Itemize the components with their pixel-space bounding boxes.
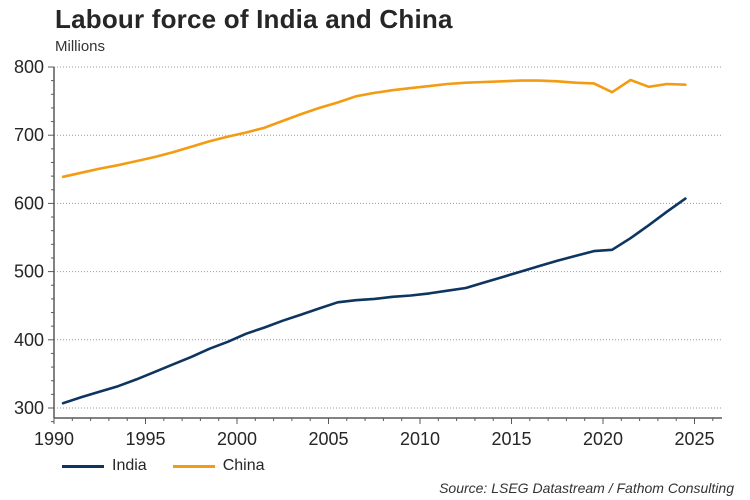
x-tick-label-2025: 2025: [674, 429, 714, 449]
chart-title: Labour force of India and China: [55, 4, 453, 34]
series-line-india: [61, 197, 687, 405]
x-axis-ticks: 1990 1995 2000 2005 2010 2015 2020 2025: [34, 418, 715, 449]
x-tick-label-1995: 1995: [125, 429, 165, 449]
y-tick-label-400: 400: [14, 330, 44, 350]
x-tick-label-2020: 2020: [583, 429, 623, 449]
legend-swatch-india: [62, 464, 104, 468]
source-note: Source: LSEG Datastream / Fathom Consult…: [439, 480, 734, 496]
axes: [53, 67, 722, 419]
gridlines: [54, 66, 722, 409]
y-tick-label-500: 500: [14, 262, 44, 282]
series-lines: [61, 78, 687, 405]
legend-item-china[interactable]: China: [172, 457, 265, 475]
x-tick-label-2005: 2005: [308, 429, 348, 449]
x-tick-label-2000: 2000: [217, 429, 257, 449]
x-tick-label-1990: 1990: [34, 429, 74, 449]
x-tick-label-2010: 2010: [400, 429, 440, 449]
y-axis-ticks: 300 400 500 600 700 800: [14, 57, 54, 423]
series-line-china: [61, 78, 687, 179]
x-tick-label-2015: 2015: [491, 429, 531, 449]
y-tick-label-700: 700: [14, 125, 44, 145]
y-axis-unit-label: Millions: [55, 38, 106, 55]
legend: India China: [62, 457, 291, 475]
legend-label-india: India: [112, 457, 147, 474]
y-tick-label-600: 600: [14, 193, 44, 213]
legend-label-china: China: [222, 457, 265, 474]
y-tick-label-300: 300: [14, 398, 44, 418]
legend-swatch-china: [172, 464, 215, 468]
y-tick-label-800: 800: [14, 57, 44, 77]
legend-item-india[interactable]: India: [62, 457, 147, 475]
